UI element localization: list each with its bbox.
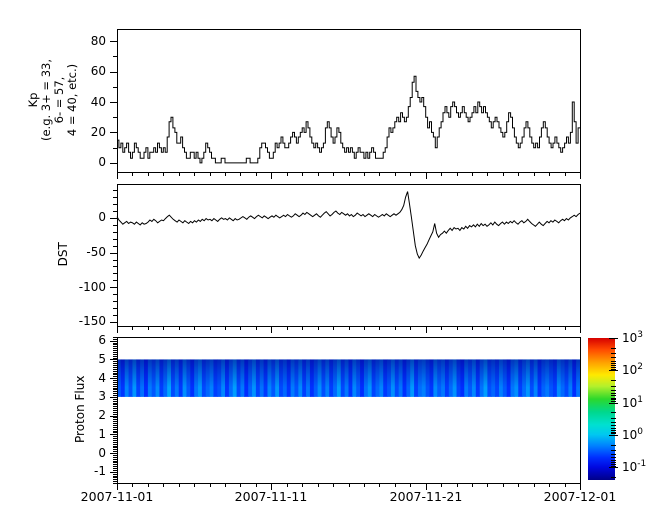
kp-y-tick-label: 40 [90, 95, 106, 109]
proton_flux-y-tick-label: 1 [98, 427, 106, 441]
kp-y-tick-label: 20 [90, 125, 106, 139]
colorbar-tick-label: 102 [622, 361, 644, 377]
colorbar-exponent: 0 [637, 426, 644, 437]
colorbar-tick-label: 100 [622, 426, 644, 442]
colorbar-tick-label: 101 [622, 394, 644, 410]
x-tick-label: 2007-12-01 [543, 489, 617, 504]
x-tick-label: 2007-11-11 [234, 489, 308, 504]
proton_flux-y-tick-label: 3 [98, 389, 106, 403]
proton_flux-y-tick-label: 5 [98, 352, 106, 366]
proton_flux-y-tick-label: 2 [98, 408, 106, 422]
colorbar-exponent: 3 [637, 329, 644, 340]
dst-panel-frame [117, 184, 581, 327]
x-tick-label: 2007-11-01 [80, 489, 154, 504]
kp-step-line [117, 75, 580, 164]
dst-y-tick-label: -150 [78, 314, 106, 328]
colorbar-exponent: -1 [637, 458, 647, 469]
dst-line [116, 191, 581, 260]
flux-panel-frame [117, 337, 581, 484]
dst-y-tick-label: -100 [78, 280, 106, 294]
dst-y-tick-label: 0 [98, 210, 106, 224]
colorbar-exponent: 2 [637, 361, 644, 372]
colorbar-exponent: 1 [637, 394, 644, 405]
proton_flux-y-tick-label: 0 [98, 446, 106, 460]
kp-y-tick-label: 60 [90, 64, 106, 78]
proton_flux-y-tick-label: 4 [98, 371, 106, 385]
colorbar-tick-label: 10-1 [622, 458, 647, 474]
colorbar-tick-label: 103 [622, 329, 644, 345]
flux-heatmap-shading [117, 359, 580, 397]
kp-y-tick-label: 80 [90, 34, 106, 48]
x-tick-label: 2007-11-21 [389, 489, 463, 504]
colorbar [588, 338, 615, 480]
kp-y-tick-label: 0 [98, 155, 106, 169]
dst-y-tick-label: -50 [86, 245, 106, 259]
proton_flux-y-tick-label: 6 [98, 333, 106, 347]
proton_flux-y-tick-label: -1 [94, 464, 106, 478]
